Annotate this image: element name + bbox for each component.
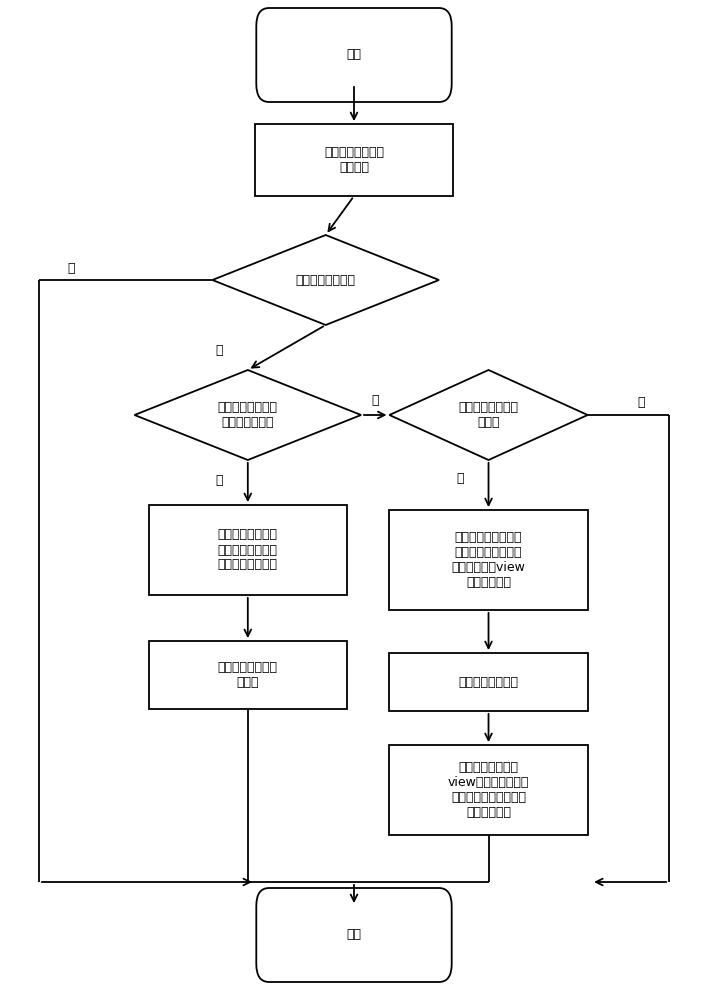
Text: 用户是否使用前置
摄像头: 用户是否使用前置 摄像头 <box>459 401 518 429</box>
Text: 是: 是 <box>216 344 223 357</box>
Bar <box>149 641 347 709</box>
Text: 结束: 结束 <box>346 928 362 942</box>
Text: 否: 否 <box>372 393 379 406</box>
Text: 是: 是 <box>457 472 464 485</box>
Bar <box>389 653 588 711</box>
Text: 拍照结束将添加的
view从屏幕移除，并
且将屏幕亮度恢复至调
节之前的状态: 拍照结束将添加的 view从屏幕移除，并 且将屏幕亮度恢复至调 节之前的状态 <box>448 761 529 819</box>
Bar <box>389 510 588 610</box>
Polygon shape <box>135 370 361 460</box>
FancyBboxPatch shape <box>256 888 452 982</box>
Polygon shape <box>389 370 588 460</box>
Bar <box>255 124 453 196</box>
Text: 拍照结束还原摄像
头帧率: 拍照结束还原摄像 头帧率 <box>218 661 278 689</box>
Text: 用户所使用设备是
否支持调节帧率: 用户所使用设备是 否支持调节帧率 <box>218 401 278 429</box>
Bar <box>149 505 347 595</box>
Text: 图片亮度是否过暗: 图片亮度是否过暗 <box>296 273 355 286</box>
Text: 在拍照之前的一瞬间
添加一个用户可自定
义颜色的纯色view
覆盖整个屏幕: 在拍照之前的一瞬间 添加一个用户可自定 义颜色的纯色view 覆盖整个屏幕 <box>452 531 525 589</box>
Text: 否: 否 <box>637 396 644 410</box>
Text: 开始: 开始 <box>346 48 362 62</box>
Polygon shape <box>212 235 439 325</box>
Text: 在拍照前的一瞬间
调低摄像头帧率以
提高拍摄照片亮度: 在拍照前的一瞬间 调低摄像头帧率以 提高拍摄照片亮度 <box>218 528 278 572</box>
Text: 获取摄像头采集的
图片数据: 获取摄像头采集的 图片数据 <box>324 146 384 174</box>
Bar <box>389 745 588 835</box>
Text: 否: 否 <box>67 261 74 274</box>
Text: 将屏幕亮度至最亮: 将屏幕亮度至最亮 <box>459 676 518 688</box>
Text: 是: 是 <box>216 474 223 487</box>
FancyBboxPatch shape <box>256 8 452 102</box>
